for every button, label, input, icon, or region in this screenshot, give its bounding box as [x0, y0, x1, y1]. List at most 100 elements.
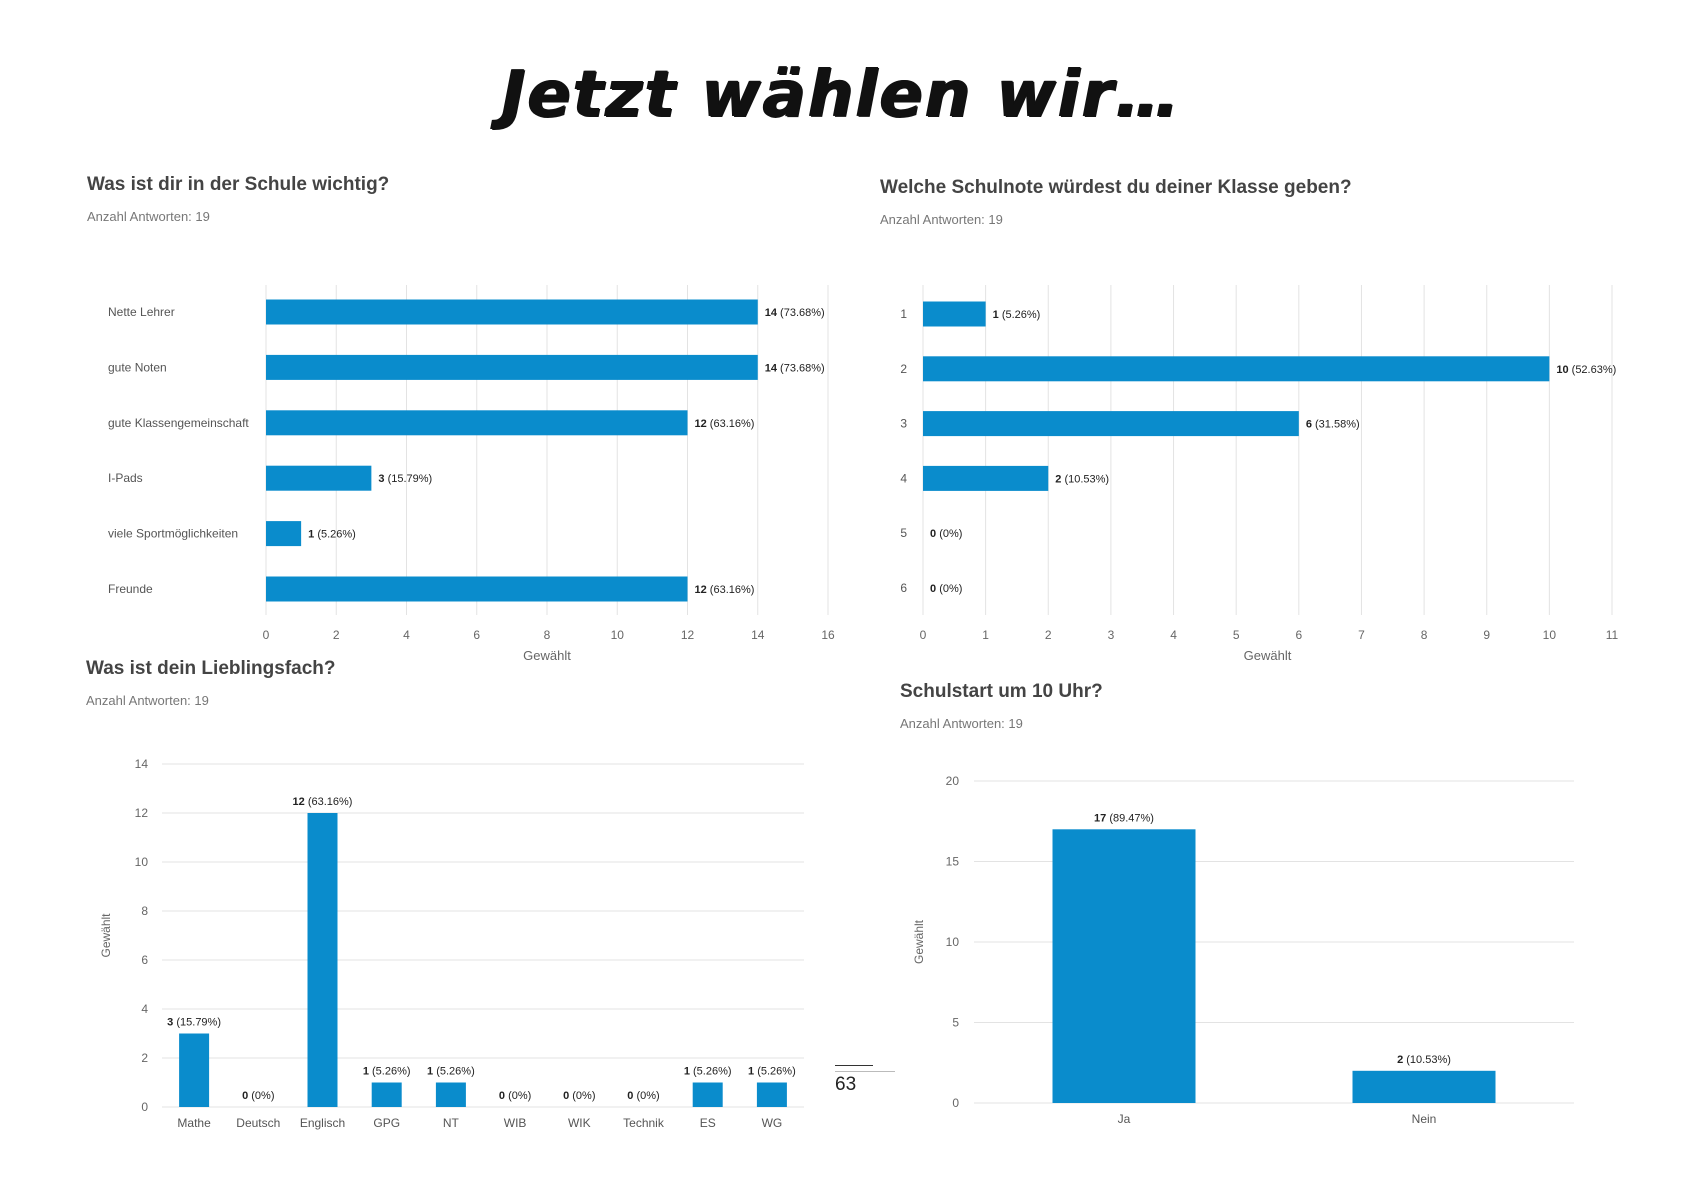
x-tick-label: 10	[611, 628, 625, 642]
bar	[266, 521, 302, 547]
data-label-percent: (5.26%)	[317, 529, 356, 541]
bar	[923, 301, 986, 327]
category-label: WIK	[568, 1116, 591, 1130]
data-label-percent: (63.16%)	[308, 796, 353, 808]
x-tick-label: 11	[1606, 628, 1619, 642]
data-label-value: 1	[748, 1066, 757, 1078]
data-label-value: 14	[765, 307, 780, 319]
y-tick-label: 10	[135, 855, 149, 869]
data-label-percent: (10.53%)	[1406, 1054, 1451, 1066]
footnote-rule-light	[835, 1071, 895, 1072]
data-label-value: 14	[765, 362, 780, 374]
category-label: WG	[762, 1116, 783, 1130]
data-label: 0 (0%)	[930, 583, 962, 595]
x-tick-label: 9	[1483, 628, 1490, 642]
data-label-value: 2	[1055, 473, 1064, 485]
y-tick-label: 20	[946, 774, 960, 788]
category-label: WIB	[504, 1116, 527, 1130]
data-label: 1 (5.26%)	[748, 1066, 796, 1078]
data-label-percent: (5.26%)	[1002, 309, 1041, 321]
data-label-value: 1	[427, 1066, 436, 1078]
data-label-value: 1	[363, 1066, 372, 1078]
bar	[1352, 1070, 1496, 1103]
data-label-value: 3	[167, 1017, 176, 1029]
data-label: 1 (5.26%)	[993, 309, 1041, 321]
data-label-value: 17	[1094, 812, 1109, 824]
x-tick-label: 0	[263, 628, 270, 642]
data-label-value: 12	[695, 584, 710, 596]
data-label: 3 (15.79%)	[378, 473, 432, 485]
chart-panel-wichtig: Was ist dir in der Schule wichtig? Anzah…	[87, 174, 389, 224]
bar	[307, 813, 338, 1107]
data-label-percent: (31.58%)	[1315, 419, 1360, 431]
category-label: viele Sportmöglichkeiten	[108, 527, 238, 541]
chart-subtitle: Anzahl Antworten: 19	[87, 209, 210, 224]
x-tick-label: 7	[1358, 628, 1365, 642]
chart-title: Schulstart um 10 Uhr?	[900, 681, 1103, 702]
data-label-percent: (73.68%)	[780, 307, 825, 319]
category-label: Ja	[1118, 1112, 1131, 1126]
data-label-percent: (73.68%)	[780, 362, 825, 374]
chart-subtitle: Anzahl Antworten: 19	[900, 716, 1023, 731]
data-label: 17 (89.47%)	[1094, 812, 1154, 824]
data-label-percent: (0%)	[251, 1090, 274, 1102]
category-label: I-Pads	[108, 471, 143, 485]
data-label-percent: (52.63%)	[1572, 364, 1617, 376]
data-label-value: 1	[308, 529, 317, 541]
data-label: 0 (0%)	[563, 1090, 595, 1102]
x-tick-label: 4	[403, 628, 410, 642]
data-label-percent: (15.79%)	[388, 473, 433, 485]
chart-title: Welche Schulnote würdest du deiner Klass…	[880, 177, 1352, 198]
data-label: 10 (52.63%)	[1556, 364, 1616, 376]
bar	[266, 299, 758, 325]
x-tick-label: 8	[1421, 628, 1428, 642]
x-tick-label: 12	[681, 628, 695, 642]
chart-panel-schulstart: Schulstart um 10 Uhr? Anzahl Antworten: …	[900, 681, 1103, 731]
data-label-value: 2	[1397, 1054, 1406, 1066]
x-tick-label: 1	[982, 628, 989, 642]
y-axis-label: Gewählt	[99, 913, 113, 958]
data-label-percent: (89.47%)	[1109, 812, 1154, 824]
data-label-value: 12	[695, 418, 710, 430]
data-label: 12 (63.16%)	[695, 584, 755, 596]
chart-title: Was ist dein Lieblingsfach?	[86, 658, 336, 679]
data-label-percent: (5.26%)	[757, 1066, 796, 1078]
y-tick-label: 5	[952, 1016, 959, 1030]
data-label-percent: (0%)	[939, 583, 962, 595]
y-tick-label: 0	[952, 1096, 959, 1110]
data-label: 14 (73.68%)	[765, 307, 825, 319]
bar	[1052, 829, 1196, 1103]
x-tick-label: 2	[1045, 628, 1052, 642]
bar	[371, 1082, 402, 1107]
data-label-value: 0	[563, 1090, 572, 1102]
y-tick-label: 4	[141, 1002, 148, 1016]
bar	[923, 465, 1049, 491]
data-label: 6 (31.58%)	[1306, 419, 1360, 431]
y-tick-label: 15	[946, 855, 960, 869]
data-label: 1 (5.26%)	[363, 1066, 411, 1078]
category-label: Mathe	[177, 1116, 211, 1130]
data-label-value: 0	[499, 1090, 508, 1102]
data-label-value: 3	[378, 473, 387, 485]
y-tick-label: 6	[141, 953, 148, 967]
data-label-value: 0	[627, 1090, 636, 1102]
data-label-value: 0	[930, 583, 939, 595]
category-label: 3	[900, 417, 907, 431]
data-label-percent: (0%)	[508, 1090, 531, 1102]
bar	[692, 1082, 723, 1107]
bar	[179, 1033, 210, 1107]
category-label: 2	[900, 362, 907, 376]
data-label: 1 (5.26%)	[308, 529, 356, 541]
y-tick-label: 0	[141, 1100, 148, 1114]
category-label: Nein	[1412, 1112, 1437, 1126]
chart-subtitle: Anzahl Antworten: 19	[880, 212, 1003, 227]
x-axis-label: Gewählt	[523, 648, 571, 663]
page-number: 63	[835, 1074, 857, 1095]
chart-panel-schulnote: Welche Schulnote würdest du deiner Klass…	[880, 177, 1352, 227]
data-label: 0 (0%)	[499, 1090, 531, 1102]
data-label-percent: (63.16%)	[710, 418, 755, 430]
data-label-percent: (0%)	[939, 528, 962, 540]
data-label: 2 (10.53%)	[1397, 1054, 1451, 1066]
